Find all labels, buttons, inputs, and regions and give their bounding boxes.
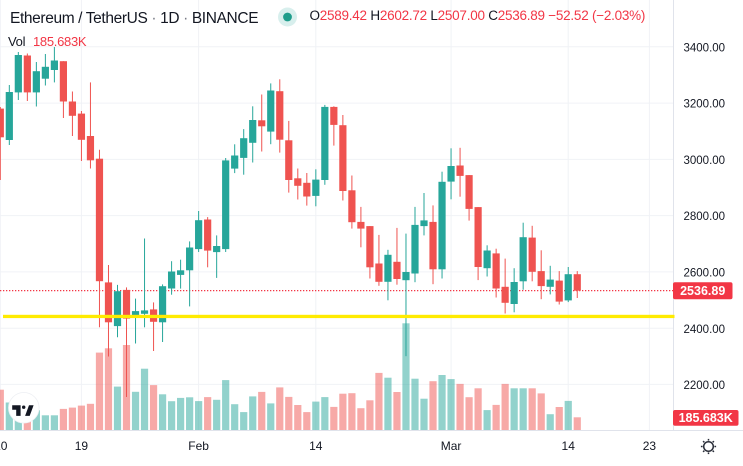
svg-text:3400.00: 3400.00 [684, 42, 726, 54]
svg-text:10: 10 [0, 439, 8, 453]
svg-text:Vol: Vol [8, 34, 26, 49]
svg-text:3000.00: 3000.00 [684, 155, 726, 167]
svg-text:2800.00: 2800.00 [684, 211, 726, 223]
svg-text:23: 23 [643, 439, 657, 453]
svg-text:185.683K: 185.683K [679, 411, 733, 425]
svg-text:Ethereum / TetherUS · 1D · BIN: Ethereum / TetherUS · 1D · BINANCE [10, 10, 258, 27]
svg-text:14: 14 [309, 439, 323, 453]
svg-text:2536.89: 2536.89 [680, 284, 725, 298]
svg-text:O2589.42 H2602.72 L2507.00 C25: O2589.42 H2602.72 L2507.00 C2536.89 −52.… [310, 8, 646, 23]
svg-text:2400.00: 2400.00 [684, 324, 726, 336]
svg-text:19: 19 [75, 439, 89, 453]
svg-text:Mar: Mar [441, 439, 462, 453]
svg-text:14: 14 [562, 439, 576, 453]
svg-text:185.683K: 185.683K [33, 34, 87, 49]
svg-text:Feb: Feb [188, 439, 209, 453]
svg-text:2600.00: 2600.00 [684, 268, 726, 280]
svg-text:2200.00: 2200.00 [684, 380, 726, 392]
svg-text:3200.00: 3200.00 [684, 99, 726, 111]
